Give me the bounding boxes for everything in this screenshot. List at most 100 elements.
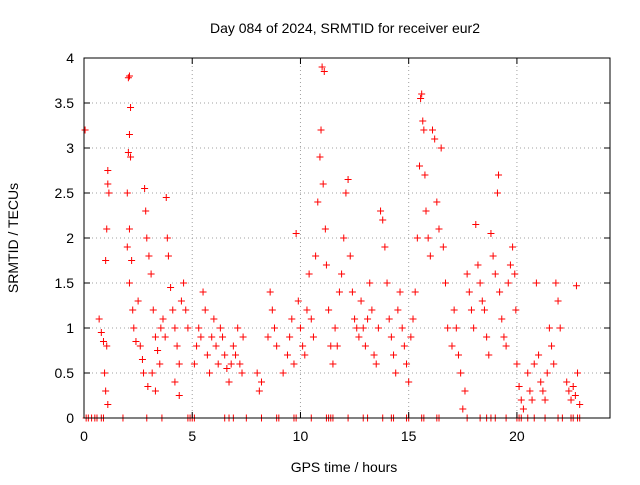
data-point <box>355 333 363 341</box>
data-point <box>421 171 429 179</box>
data-point <box>95 315 103 323</box>
data-point <box>467 306 475 314</box>
data-point <box>472 221 480 228</box>
data-point <box>322 261 330 269</box>
data-point <box>359 324 367 332</box>
data-point <box>422 207 430 215</box>
data-point <box>144 383 152 390</box>
data-point <box>385 315 393 323</box>
data-point <box>102 387 110 395</box>
data-point <box>157 324 165 332</box>
data-point <box>567 396 575 404</box>
data-point <box>182 306 190 314</box>
data-point <box>392 369 400 377</box>
y-tick-label: 0.5 <box>55 365 75 381</box>
data-point <box>487 230 495 237</box>
data-point <box>216 324 224 332</box>
data-point <box>554 297 562 305</box>
data-point <box>102 257 110 264</box>
data-point <box>331 324 339 332</box>
data-point <box>123 189 131 197</box>
data-point <box>419 117 427 125</box>
data-point <box>515 383 523 390</box>
data-point <box>195 324 203 332</box>
x-tick-label: 0 <box>80 428 88 444</box>
data-point <box>151 387 159 395</box>
data-point <box>532 279 540 287</box>
data-point <box>167 284 175 291</box>
data-point <box>197 333 205 341</box>
data-point <box>104 401 112 408</box>
data-point <box>81 126 89 134</box>
data-point <box>325 306 333 314</box>
data-point <box>305 270 313 278</box>
data-point <box>511 270 519 278</box>
data-point <box>351 315 359 323</box>
data-point <box>212 342 220 350</box>
data-point <box>290 360 298 368</box>
data-point <box>320 68 328 75</box>
data-point <box>418 90 426 98</box>
data-point <box>156 360 164 368</box>
y-tick-label: 3 <box>66 140 74 156</box>
data-point <box>530 360 538 368</box>
data-point <box>381 243 389 251</box>
data-point <box>229 342 237 350</box>
data-point <box>571 392 579 399</box>
data-point <box>491 270 499 278</box>
data-point <box>279 369 287 377</box>
data-point <box>478 297 486 305</box>
data-point <box>173 342 181 350</box>
data-point <box>319 180 327 188</box>
data-point <box>124 74 132 82</box>
data-point <box>489 252 497 260</box>
data-point <box>296 324 304 332</box>
data-point <box>147 270 155 278</box>
data-point <box>164 252 172 260</box>
data-point <box>219 333 227 341</box>
data-point <box>171 324 179 332</box>
data-point <box>429 126 437 134</box>
data-point <box>175 392 183 399</box>
data-point <box>403 360 411 368</box>
data-point <box>459 405 467 413</box>
data-point <box>426 252 434 260</box>
data-point <box>124 149 132 156</box>
data-point <box>493 189 501 197</box>
data-point <box>283 351 291 359</box>
data-point <box>161 333 169 341</box>
data-point <box>513 360 521 368</box>
data-point <box>316 153 324 161</box>
x-tick-label: 15 <box>401 428 417 444</box>
data-point <box>528 396 536 404</box>
data-point <box>239 333 247 341</box>
y-tick-label: 3.5 <box>55 95 75 111</box>
data-point <box>480 306 488 314</box>
data-point <box>500 333 508 341</box>
data-point <box>257 378 265 386</box>
data-point <box>129 306 137 314</box>
data-point <box>361 342 369 350</box>
y-tick-label: 1.5 <box>55 275 75 291</box>
data-point <box>223 365 231 372</box>
data-point <box>338 270 346 278</box>
data-point <box>574 369 582 377</box>
data-point <box>103 342 111 350</box>
data-point <box>317 126 325 134</box>
data-point <box>253 369 261 377</box>
data-point <box>303 306 311 314</box>
data-point <box>541 396 549 404</box>
data-point <box>433 198 441 206</box>
data-point <box>366 279 374 287</box>
data-point <box>461 387 469 395</box>
data-point <box>145 252 153 260</box>
y-tick-label: 2 <box>66 230 74 246</box>
data-point <box>221 351 229 359</box>
data-point <box>340 234 348 242</box>
data-point <box>312 252 320 260</box>
data-point <box>193 342 201 350</box>
data-point <box>199 288 207 296</box>
data-point <box>387 333 395 341</box>
data-point <box>103 225 111 233</box>
